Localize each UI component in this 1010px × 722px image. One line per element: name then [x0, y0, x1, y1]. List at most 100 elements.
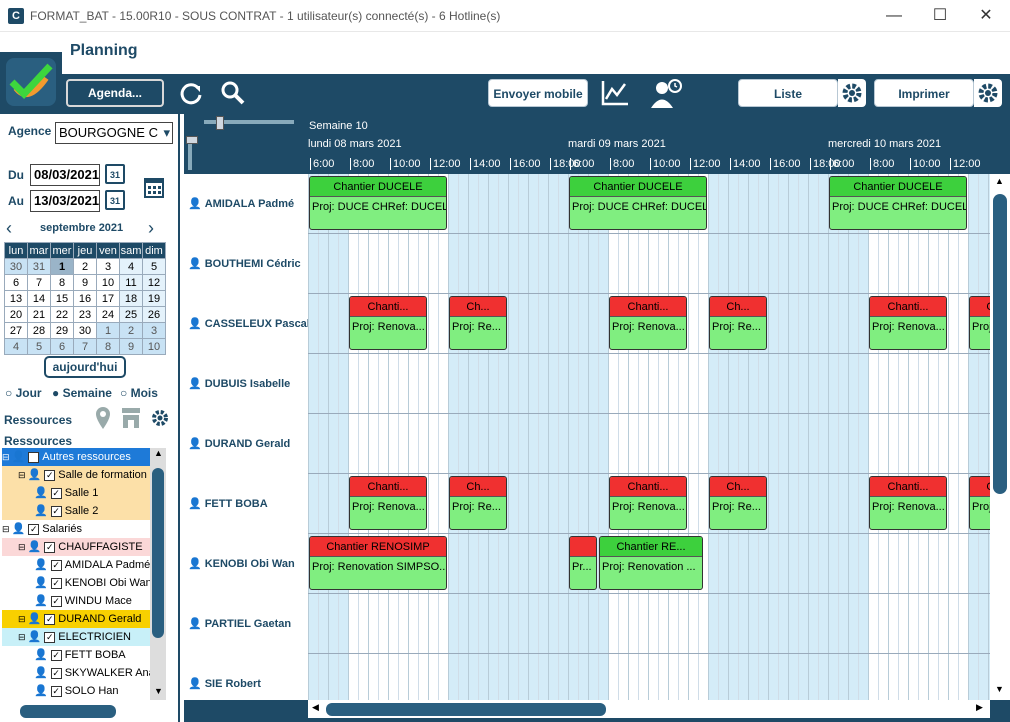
- tree-checkbox[interactable]: ✓: [50, 595, 62, 607]
- planning-event[interactable]: Ch... Proj: Re...: [449, 296, 507, 350]
- agenda-button[interactable]: Agenda...: [66, 79, 164, 107]
- imprimer-button[interactable]: Imprimer: [874, 79, 974, 107]
- calendar-day[interactable]: 20: [4, 306, 28, 323]
- calendar-day[interactable]: 23: [73, 306, 97, 323]
- calendar-day[interactable]: 3: [142, 322, 166, 339]
- today-button[interactable]: aujourd'hui: [44, 356, 126, 378]
- liste-settings-icon[interactable]: [838, 79, 866, 107]
- maximize-button[interactable]: ☐: [932, 7, 948, 24]
- resource-row[interactable]: [308, 174, 990, 234]
- calendar-day[interactable]: 2: [119, 322, 143, 339]
- calendar-day[interactable]: 10: [142, 338, 166, 355]
- grid-scroll-thumb[interactable]: [993, 194, 1007, 494]
- planning-event[interactable]: Chanti... Proj: Renova...: [609, 476, 687, 530]
- tree-item[interactable]: ⊟ 👤 ✓ Salle de formation: [2, 466, 150, 484]
- calendar-day[interactable]: 15: [50, 290, 74, 307]
- grid-cells[interactable]: Chantier DUCELE Proj: DUCE CHRef: DUCELE C…: [308, 174, 990, 700]
- resource-name[interactable]: 👤 BOUTHEMI Cédric: [188, 258, 301, 270]
- calendar-day[interactable]: 6: [4, 274, 28, 291]
- tree-item[interactable]: 👤 ✓ Salle 2: [2, 502, 150, 520]
- au-calendar-icon[interactable]: 31: [105, 190, 125, 210]
- tree-checkbox[interactable]: ✓: [50, 577, 62, 589]
- planning-event[interactable]: Chantier DUCELE Proj: DUCE CHRef: DUCELE: [829, 176, 967, 230]
- grid-scroll-up-icon[interactable]: ▲: [995, 176, 1004, 186]
- chart-icon[interactable]: [600, 79, 628, 107]
- calendar-day[interactable]: 8: [96, 338, 120, 355]
- refresh-icon[interactable]: [177, 79, 205, 107]
- planning-event[interactable]: Chantier DUCELE Proj: DUCE CHRef: DUCELE: [569, 176, 707, 230]
- resource-name[interactable]: 👤 SIE Robert: [188, 678, 261, 690]
- calendar-day[interactable]: 21: [27, 306, 51, 323]
- calendar-day[interactable]: 18: [119, 290, 143, 307]
- liste-button[interactable]: Liste: [738, 79, 838, 107]
- resource-row[interactable]: [308, 474, 990, 534]
- calendar-day[interactable]: 9: [73, 274, 97, 291]
- grid-vertical-scrollbar[interactable]: ▲ ▼: [990, 174, 1010, 700]
- tree-checkbox[interactable]: ✓: [44, 541, 56, 553]
- calendar-day[interactable]: 5: [27, 338, 51, 355]
- scroll-up-icon[interactable]: ▲: [154, 448, 163, 458]
- calendar-day[interactable]: 22: [50, 306, 74, 323]
- agence-select[interactable]: BOURGOGNE C ▾: [55, 122, 173, 144]
- tree-item[interactable]: 👤 ✓ WINDU Mace: [2, 592, 150, 610]
- calendar-day[interactable]: 12: [142, 274, 166, 291]
- tree-toggle-icon[interactable]: ⊟: [2, 524, 10, 534]
- calendar-day[interactable]: 29: [50, 322, 74, 339]
- grid-scroll-right-icon[interactable]: ▶: [976, 702, 983, 712]
- resource-name[interactable]: 👤 PARTIEL Gaetan: [188, 618, 292, 630]
- calendar-day[interactable]: 4: [119, 258, 143, 275]
- tree-item[interactable]: 👤 ✓ FETT BOBA: [2, 646, 150, 664]
- view-mois-radio[interactable]: ○ Mois: [120, 386, 158, 400]
- view-semaine-radio[interactable]: ● Semaine: [52, 386, 112, 400]
- calendar-day[interactable]: 3: [96, 258, 120, 275]
- grid-scroll-down-icon[interactable]: ▼: [995, 684, 1004, 694]
- calendar-day[interactable]: 2: [73, 258, 97, 275]
- calendar-day[interactable]: 13: [4, 290, 28, 307]
- resource-name[interactable]: 👤 DURAND Gerald: [188, 438, 291, 450]
- resource-row[interactable]: [308, 234, 990, 294]
- resource-row[interactable]: [308, 534, 990, 594]
- tree-item[interactable]: ⊟ 👤 ✓ ELECTRICIEN: [2, 628, 150, 646]
- search-icon[interactable]: [219, 79, 247, 107]
- calendar-day[interactable]: 10: [96, 274, 120, 291]
- next-month-icon[interactable]: ›: [148, 218, 154, 238]
- au-date-input[interactable]: 13/03/2021: [30, 190, 100, 212]
- tree-item[interactable]: 👤 ✓ Salle 1: [2, 484, 150, 502]
- user-clock-icon[interactable]: [648, 77, 684, 109]
- du-date-input[interactable]: 08/03/2021: [30, 164, 100, 186]
- tree-checkbox[interactable]: ✓: [28, 451, 40, 463]
- planning-event[interactable]: Ch... Proj: Re...: [969, 296, 990, 350]
- calendar-day[interactable]: 27: [4, 322, 28, 339]
- tree-item[interactable]: 👤✓SKYWALKER Anakin: [2, 664, 150, 682]
- tree-checkbox[interactable]: ✓: [28, 523, 40, 535]
- tree-item[interactable]: 👤 ✓ SOLO Han: [2, 682, 150, 700]
- prev-month-icon[interactable]: ‹: [6, 218, 12, 238]
- tree-item[interactable]: 👤 ✓ KENOBI Obi Wan: [2, 574, 150, 592]
- tree-item[interactable]: ⊟ 👤 ✓ Salariés: [2, 520, 150, 538]
- tree-horizontal-scrollbar[interactable]: [2, 702, 166, 720]
- tree-toggle-icon[interactable]: ⊟: [18, 470, 26, 480]
- imprimer-settings-icon[interactable]: [974, 79, 1002, 107]
- planning-event[interactable]: Ch... Proj: Re...: [709, 476, 767, 530]
- tree-vertical-scrollbar[interactable]: ▲ ▼: [150, 448, 166, 700]
- tree-checkbox[interactable]: ✓: [50, 559, 62, 571]
- vertical-zoom-track[interactable]: [188, 136, 192, 170]
- planning-event[interactable]: Chantier RE... Proj: Renovation ...: [599, 536, 703, 590]
- planning-event[interactable]: Chanti... Proj: Renova...: [349, 296, 427, 350]
- planning-event[interactable]: Ch... Proj: Re...: [449, 476, 507, 530]
- calendar-day[interactable]: 5: [142, 258, 166, 275]
- ressources-settings-icon[interactable]: [150, 408, 170, 428]
- planning-event[interactable]: Pr...: [569, 536, 597, 590]
- calendar-day[interactable]: 1: [50, 258, 74, 275]
- resource-name[interactable]: 👤 KENOBI Obi Wan: [188, 558, 295, 570]
- tree-item[interactable]: ⊟ 👤 ✓ Autres ressources: [2, 448, 150, 466]
- du-calendar-icon[interactable]: 31: [105, 164, 125, 184]
- calendar-day[interactable]: 24: [96, 306, 120, 323]
- tree-item[interactable]: ⊟ 👤 ✓ DURAND Gerald: [2, 610, 150, 628]
- planning-event[interactable]: Chanti... Proj: Renova...: [349, 476, 427, 530]
- planning-event[interactable]: Ch... Proj: Re...: [969, 476, 990, 530]
- resource-name[interactable]: 👤 DUBUIS Isabelle: [188, 378, 291, 390]
- minimize-button[interactable]: —: [886, 7, 902, 24]
- view-jour-radio[interactable]: ○ Jour: [5, 386, 42, 400]
- calendar-day[interactable]: 30: [4, 258, 28, 275]
